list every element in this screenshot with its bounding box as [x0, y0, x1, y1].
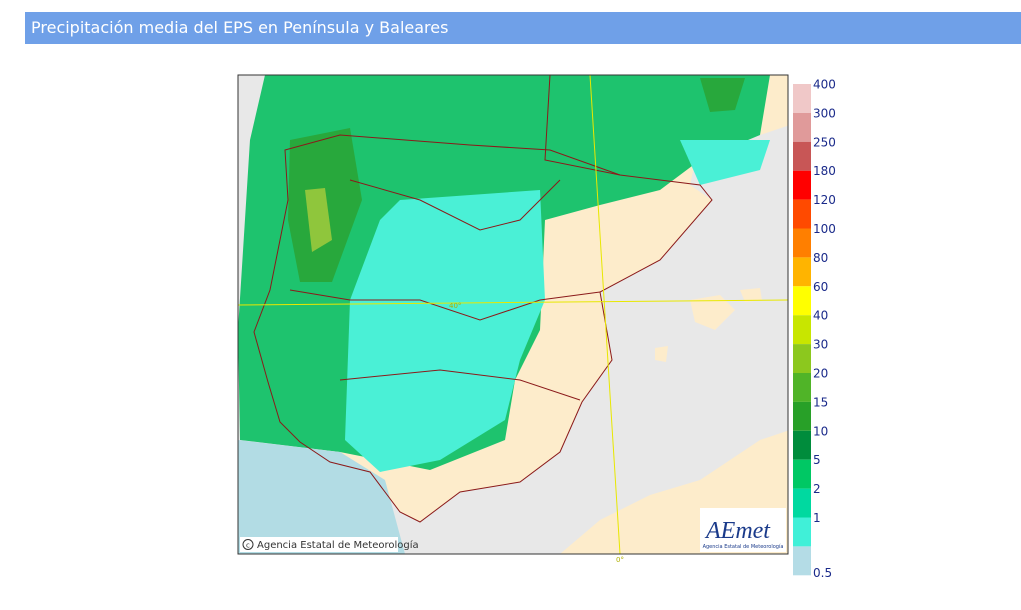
legend-swatch [793, 315, 811, 345]
legend-label: 180 [813, 164, 836, 178]
legend-label: 400 [813, 78, 836, 92]
lat-label: 40° [449, 302, 461, 310]
legend-swatch [793, 344, 811, 373]
lon-label: 0° [616, 556, 624, 564]
border [349, 179, 561, 231]
legend-label: 300 [813, 106, 836, 120]
legend-label: 40 [813, 309, 828, 323]
legend-swatch [793, 459, 811, 489]
legend-label: 250 [813, 135, 836, 149]
page-title: Precipitación media del EPS en Península… [25, 12, 1021, 44]
graticule [589, 75, 621, 554]
copyright-box [240, 537, 398, 552]
legend-label: 100 [813, 222, 836, 236]
border [544, 75, 621, 176]
logo-box [700, 508, 786, 552]
legend-swatch [793, 401, 811, 431]
coastline [253, 134, 713, 523]
land [690, 295, 735, 330]
legend-label: 0.5 [813, 566, 832, 580]
precip-yellowgreen [305, 188, 332, 252]
land [740, 288, 762, 302]
legend-label: 2 [813, 482, 821, 496]
map-frame [237, 74, 789, 555]
legend-swatch [793, 286, 811, 316]
legend-swatch [793, 430, 811, 460]
legend-swatch [793, 517, 811, 547]
logo-subtitle: Agencia Estatal de Meteorología [703, 543, 784, 550]
precip-cyan [680, 140, 770, 185]
legend-label: 80 [813, 251, 828, 265]
legend-swatch [793, 228, 811, 258]
border [339, 369, 581, 401]
map: 40° c Agencia Estatal de Meteorología AE… [238, 75, 788, 554]
land [655, 346, 668, 362]
legend-swatch [793, 112, 811, 142]
legend-label: 5 [813, 453, 821, 467]
legend-label: 20 [813, 367, 828, 381]
legend-label: 1 [813, 511, 821, 525]
legend-swatch [793, 373, 811, 402]
precip-green-dark [700, 78, 745, 112]
copyright-icon [242, 539, 254, 550]
legend-swatch [793, 488, 811, 518]
legend-label: 30 [813, 338, 828, 352]
precip-lightblue [238, 440, 405, 554]
border [289, 289, 601, 321]
precip-cyan [345, 190, 545, 472]
legend-swatch [793, 199, 811, 229]
copyright-c: c [246, 542, 250, 550]
graticule [238, 299, 788, 306]
copyright: Agencia Estatal de Meteorología [257, 539, 419, 551]
legend-label: 120 [813, 193, 836, 207]
legend-swatch [793, 170, 811, 200]
legend-swatch [793, 257, 811, 287]
legend-swatch [793, 84, 811, 113]
legend-swatch [793, 546, 811, 576]
logo: AEmet [704, 518, 771, 544]
legend-swatch [793, 141, 811, 171]
legend-label: 10 [813, 424, 828, 438]
legend-label: 60 [813, 280, 828, 294]
legend-label: 15 [813, 395, 828, 409]
